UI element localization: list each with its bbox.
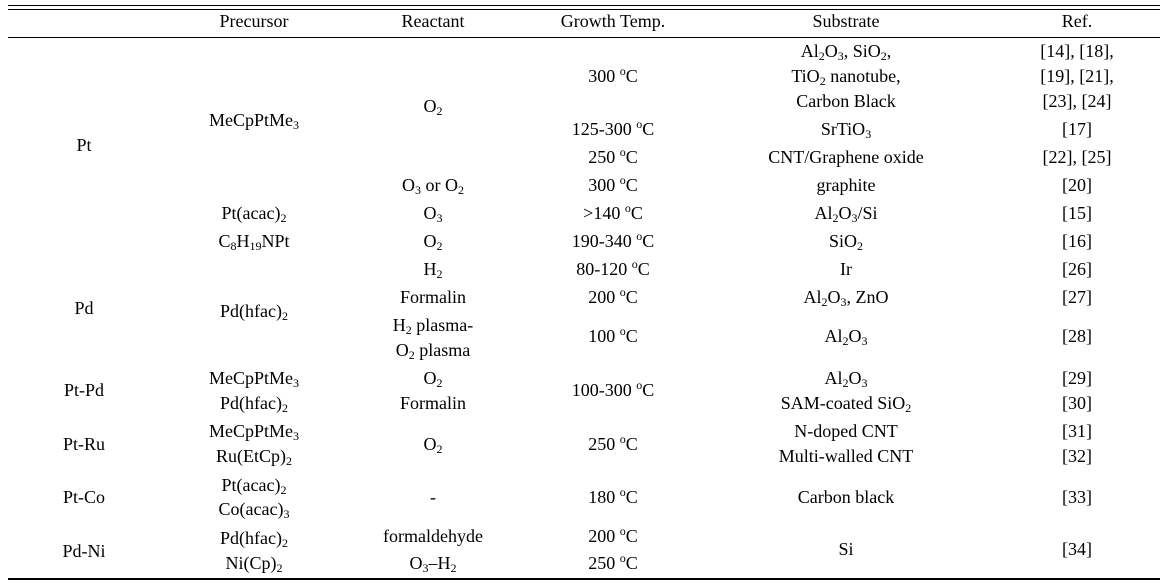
precursor-cell: MeCpPtMe3 [208, 368, 300, 390]
column-header: Growth Temp. [560, 11, 666, 31]
reactant-cell: O3 or O2 [402, 175, 464, 197]
column-header: Reactant [401, 11, 465, 31]
reference-cell: [31] [1062, 421, 1092, 441]
reference-cell: [33] [1062, 487, 1092, 507]
substrate-cell: Al2O3/Si [814, 203, 878, 225]
reference-cell: [16] [1062, 231, 1092, 251]
precursor-cell: Pt(acac)2 [221, 475, 287, 497]
temperature-cell: 300 oC [588, 173, 638, 195]
temperature-cell: 250 oC [588, 145, 638, 167]
reactant-cell: Formalin [400, 287, 466, 307]
temperature-cell: 200 oC [588, 285, 638, 307]
precursor-cell: Ni(Cp)2 [225, 553, 283, 575]
reactant-cell: formaldehyde [383, 526, 483, 546]
column-header: Precursor [219, 11, 289, 31]
reference-cell: [28] [1062, 326, 1092, 346]
reactant-cell: O2 [423, 368, 443, 390]
temperature-cell: 190-340 oC [571, 229, 655, 251]
temperature-cell: 250 oC [588, 432, 638, 454]
bottom-border-line [8, 578, 1160, 580]
precursor-cell: Co(acac)3 [218, 499, 290, 521]
precursor-cell: Pd(hfac)2 [220, 393, 288, 415]
reference-cell: [20] [1062, 175, 1092, 195]
reactant-cell: O2 [423, 434, 443, 456]
substrate-cell: N-doped CNT [794, 421, 898, 441]
reference-cell: [14], [18], [1040, 41, 1114, 61]
substrate-cell: SiO2 [828, 231, 864, 253]
reactant-cell: H2 plasma- [392, 315, 474, 337]
metal-cell: Pt [76, 135, 92, 155]
reactant-cell: H2 [423, 259, 443, 281]
substrate-cell: Ir [840, 259, 852, 279]
substrate-cell: Carbon Black [796, 91, 896, 111]
temperature-cell: 80-120 oC [576, 257, 650, 279]
substrate-cell: Al2O3, SiO2, [800, 41, 892, 63]
temperature-cell: 125-300 oC [571, 117, 655, 139]
substrate-cell: graphite [816, 175, 876, 195]
temperature-cell: 180 oC [588, 485, 638, 507]
reference-cell: [32] [1062, 446, 1092, 466]
reference-cell: [30] [1062, 393, 1092, 413]
reactant-cell: O2 [423, 96, 443, 118]
temperature-cell: 100-300 oC [571, 378, 655, 400]
metal-cell: Pd-Ni [62, 541, 106, 561]
reference-cell: [23], [24] [1042, 91, 1112, 111]
reactant-cell: O2 [423, 231, 443, 253]
temperature-cell: 300 oC [588, 64, 638, 86]
reactant-cell: O2 plasma [395, 340, 471, 362]
reference-cell: [34] [1062, 539, 1092, 559]
metal-cell: Pd [74, 298, 94, 318]
precursor-cell: Pd(hfac)2 [220, 301, 288, 323]
metal-cell: Pt-Co [62, 487, 106, 507]
substrate-cell: TiO2 nanotube, [791, 66, 901, 88]
precursor-cell: Pt(acac)2 [221, 203, 287, 225]
substrate-cell: Al2O3 [824, 326, 868, 348]
substrate-cell: CNT/Graphene oxide [768, 147, 924, 167]
temperature-cell: 100 oC [588, 324, 638, 346]
substrate-cell: Carbon black [797, 487, 895, 507]
reactant-cell: - [430, 487, 436, 507]
temperature-cell: 250 oC [588, 551, 638, 573]
temperature-cell: >140 oC [583, 201, 643, 223]
precursor-cell: C8H19NPt [218, 231, 290, 253]
substrate-cell: Si [838, 539, 854, 559]
column-header: Substrate [812, 11, 880, 31]
reference-cell: [27] [1062, 287, 1092, 307]
substrate-cell: Al2O3, ZnO [803, 287, 889, 309]
reactant-cell: O3–H2 [409, 553, 457, 575]
reactant-cell: O3 [423, 203, 443, 225]
reference-cell: [22], [25] [1042, 147, 1112, 167]
reference-cell: [26] [1062, 259, 1092, 279]
metal-cell: Pt-Pd [63, 380, 105, 400]
top-border-line [8, 5, 1160, 6]
substrate-cell: Al2O3 [824, 368, 868, 390]
reference-cell: [15] [1062, 203, 1092, 223]
substrate-cell: SAM-coated SiO2 [780, 393, 912, 415]
header-divider [8, 37, 1160, 38]
substrate-cell: Multi-walled CNT [778, 446, 914, 466]
precursor-cell: Ru(EtCp)2 [216, 446, 292, 468]
temperature-cell: 200 oC [588, 524, 638, 546]
precursor-cell: Pd(hfac)2 [220, 528, 288, 550]
metal-cell: Pt-Ru [62, 434, 106, 454]
column-header: Ref. [1061, 11, 1093, 31]
top-border-line-inner [8, 9, 1160, 10]
reference-cell: [19], [21], [1040, 66, 1114, 86]
substrate-cell: SrTiO3 [820, 119, 872, 141]
reference-cell: [17] [1062, 119, 1092, 139]
precursor-cell: MeCpPtMe3 [208, 421, 300, 443]
precursor-cell: MeCpPtMe3 [208, 110, 300, 132]
reactant-cell: Formalin [400, 393, 466, 413]
reference-cell: [29] [1062, 368, 1092, 388]
